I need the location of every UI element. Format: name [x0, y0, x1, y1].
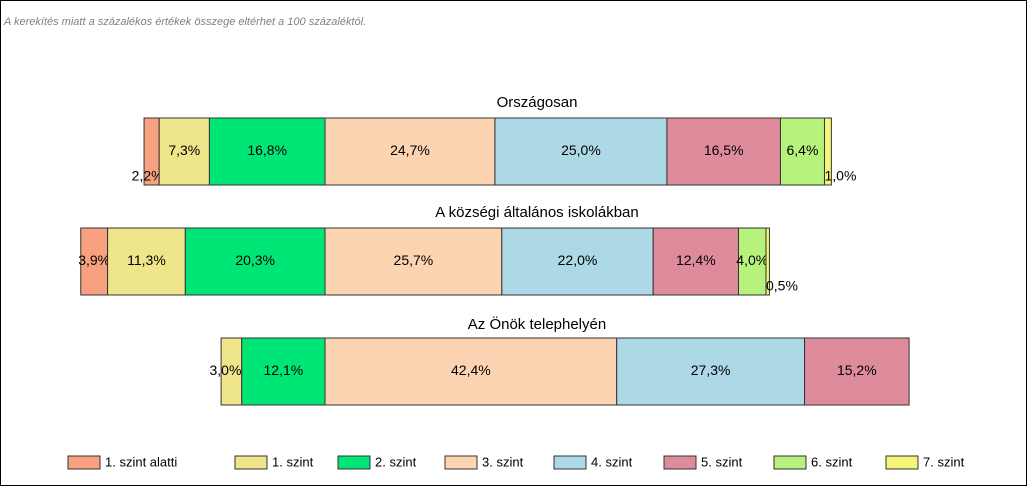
legend-label: 3. szint — [482, 454, 524, 469]
data-label: 3,0% — [210, 362, 242, 378]
data-label: 0,5% — [766, 278, 798, 294]
bar-segment — [823, 117, 832, 186]
legend-label: 5. szint — [701, 454, 743, 469]
bar-segment — [765, 227, 770, 296]
data-label: 20,3% — [235, 252, 275, 268]
data-label: 1,0% — [824, 168, 856, 184]
data-label: 24,7% — [390, 142, 430, 158]
legend-swatch — [444, 455, 478, 470]
bar-segment — [494, 117, 668, 186]
legend-swatch — [663, 455, 697, 470]
bar-segment — [324, 337, 618, 406]
bar-segment — [779, 117, 825, 186]
data-label: 16,5% — [704, 142, 744, 158]
bar-segment — [158, 117, 210, 186]
row-title: Országosan — [497, 94, 578, 111]
bar-segment — [616, 337, 806, 406]
legend-label: 4. szint — [591, 454, 633, 469]
bar-segment — [107, 227, 186, 296]
bar-segment — [241, 337, 326, 406]
legend-label: 6. szint — [811, 454, 853, 469]
legend-swatch — [337, 455, 371, 470]
bar-segment — [804, 337, 910, 406]
data-label: 22,0% — [558, 252, 598, 268]
data-label: 11,3% — [127, 252, 166, 268]
legend-label: 7. szint — [923, 454, 965, 469]
legend-label: 2. szint — [375, 454, 417, 469]
data-label: 25,0% — [561, 142, 601, 158]
data-label: 42,4% — [451, 362, 491, 378]
data-label: 25,7% — [394, 252, 434, 268]
bar-segment — [80, 227, 109, 296]
bar-segment — [652, 227, 739, 296]
data-label: 12,4% — [676, 252, 716, 268]
data-label: 27,3% — [691, 362, 731, 378]
legend-swatch — [67, 455, 101, 470]
bar-segment — [324, 227, 503, 296]
data-label: 15,2% — [837, 362, 877, 378]
bar-segment — [184, 227, 326, 296]
data-label: 16,8% — [247, 142, 287, 158]
legend-swatch — [773, 455, 807, 470]
legend-label: 1. szint alatti — [105, 454, 177, 469]
data-label: 6,4% — [787, 142, 819, 158]
legend-swatch — [234, 455, 268, 470]
bar-segment — [501, 227, 654, 296]
legend-swatch — [885, 455, 919, 470]
bar-segment — [666, 117, 781, 186]
data-label: 4,0% — [736, 252, 768, 268]
note: A kerekítés miatt a százalékos értékek ö… — [3, 16, 366, 28]
legend-label: 1. szint — [272, 454, 314, 469]
data-label: 3,9% — [78, 252, 110, 268]
row-title: A községi általános iskolákban — [435, 204, 638, 221]
data-label: 2,2% — [132, 168, 164, 184]
row-title: Az Önök telephelyén — [468, 315, 606, 333]
data-label: 7,3% — [168, 142, 200, 158]
data-label: 12,1% — [264, 362, 304, 378]
legend-swatch — [553, 455, 587, 470]
